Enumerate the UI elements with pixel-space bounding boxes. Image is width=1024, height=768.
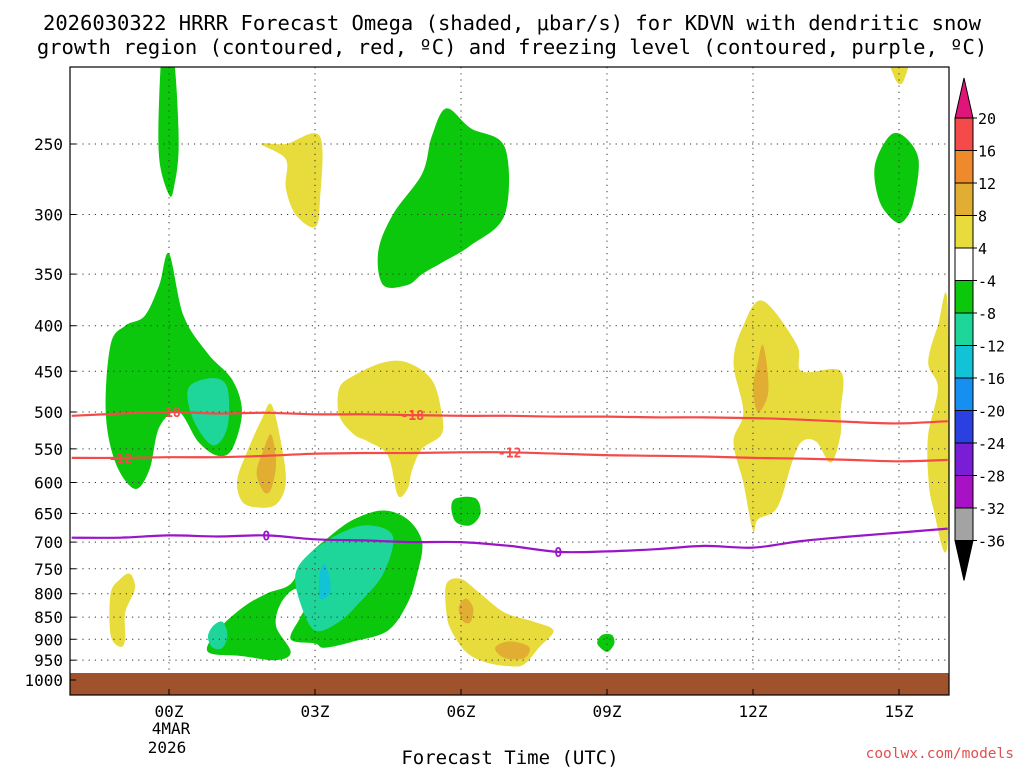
time-axis: 00Z 03Z 06Z 09Z 12Z 15Z	[155, 689, 914, 721]
y-tick-450: 450	[34, 362, 63, 381]
y-tick-250: 250	[34, 135, 63, 154]
colorbar-bin-7	[954, 312, 974, 346]
colorbar-label-10: -20	[978, 403, 1005, 421]
colorbar-bin-1	[954, 117, 974, 151]
y-tick-950: 950	[34, 651, 63, 670]
omega-region-15	[337, 360, 444, 498]
omega-region-7	[295, 525, 394, 632]
contour-label-1-2: -18	[401, 409, 425, 424]
colorbar-bin-5	[954, 247, 974, 281]
chart-title-line-1: 2026030322 HRRR Forecast Omega (shaded, …	[43, 11, 982, 35]
omega-region-23	[890, 67, 909, 85]
contour-label-2-2: -12	[498, 446, 521, 461]
ground-layer	[70, 673, 949, 695]
contour-label-3-1: 0	[262, 529, 270, 544]
y-tick-750: 750	[34, 560, 63, 579]
colorbar-bin-3	[954, 182, 974, 216]
x-tick-09Z: 09Z	[593, 702, 622, 721]
ground-fill	[70, 673, 949, 695]
colorbar-label-12: -28	[978, 468, 1005, 486]
y-tick-650: 650	[34, 504, 63, 523]
omega-region-4	[377, 108, 510, 288]
colorbar-label-13: -32	[978, 500, 1005, 518]
y-tick-900: 900	[34, 630, 63, 649]
omega-region-20	[733, 300, 844, 533]
omega-region-17	[445, 578, 554, 667]
colorbar-label-4: 8	[978, 208, 987, 226]
colorbar-bin-4	[954, 215, 974, 249]
colorbar-label-2: 16	[978, 143, 996, 161]
y-tick-350: 350	[34, 265, 63, 284]
omega-region-14	[261, 133, 323, 228]
contour-label-2-1: -12	[109, 452, 132, 467]
colorbar-bin-11	[954, 442, 974, 476]
plot-frame	[69, 66, 950, 696]
colorbar-label-7: -8	[978, 305, 996, 323]
y-tick-550: 550	[34, 440, 63, 459]
colorbar-bin-6	[954, 280, 974, 314]
omega-region-9	[207, 621, 228, 650]
omega-region-21	[753, 344, 769, 413]
omega-region-13	[256, 434, 277, 494]
colorbar-top-arrow	[954, 77, 974, 119]
colorbar-label-8: -12	[978, 338, 1005, 356]
colorbar-bin-9	[954, 377, 974, 411]
omega-region-11	[597, 633, 615, 652]
omega-region-10	[451, 496, 481, 526]
y-tick-600: 600	[34, 473, 63, 492]
colorbar: 20 16 12 8 4 -4 -8 -12 -16 -20 -24 -28 -32 -36	[954, 77, 1005, 581]
omega-shaded-regions	[105, 67, 949, 667]
y-tick-400: 400	[34, 317, 63, 336]
omega-region-8	[318, 563, 331, 600]
x-tick-15Z: 15Z	[885, 702, 914, 721]
x-axis-title: Forecast Time (UTC)	[401, 747, 618, 768]
contour-label-3-2: 0	[554, 546, 562, 561]
chart-title-line-2: growth region (contoured, red, ºC) and f…	[37, 35, 987, 59]
y-tick-850: 850	[34, 608, 63, 627]
contour-line-3	[71, 527, 948, 554]
y-tick-800: 800	[34, 585, 63, 604]
colorbar-bin-13	[954, 507, 974, 541]
colorbar-label-14: -36	[978, 533, 1005, 551]
x-tick-00Z: 00Z	[155, 702, 184, 721]
colorbar-bin-2	[954, 150, 974, 184]
grid-lines	[70, 67, 949, 695]
omega-region-19	[495, 641, 530, 660]
temperature-contours: -18 -18 -12 -12 0 0	[71, 406, 948, 561]
colorbar-bin-12	[954, 475, 974, 509]
y-tick-300: 300	[34, 205, 63, 224]
omega-region-3	[158, 67, 179, 197]
colorbar-label-11: -24	[978, 435, 1005, 453]
x-tick-03Z: 03Z	[301, 702, 330, 721]
contour-line-2	[71, 451, 948, 463]
y-tick-500: 500	[34, 403, 63, 422]
y-tick-700: 700	[34, 533, 63, 552]
credit-text: coolwx.com/models	[866, 746, 1014, 762]
colorbar-label-3: 12	[978, 175, 996, 193]
omega-region-2	[187, 378, 230, 446]
x-tick-06Z: 06Z	[447, 702, 476, 721]
colorbar-bin-10	[954, 410, 974, 444]
colorbar-label-1: 20	[978, 110, 996, 128]
date-label-month: 4MAR	[152, 719, 191, 738]
colorbar-bin-8	[954, 345, 974, 379]
omega-region-16	[109, 573, 136, 648]
contour-line-1	[71, 410, 948, 425]
contour-label-1-1: -18	[157, 406, 181, 421]
omega-region-18	[458, 598, 474, 624]
colorbar-label-5: 4	[978, 240, 987, 258]
date-label-year: 2026	[148, 738, 187, 757]
y-tick-1000: 1000	[24, 671, 63, 690]
pressure-axis: 250 300 350 400 450 500 550 600 650 700 750 800 850 9…	[24, 135, 76, 690]
omega-region-5	[874, 132, 919, 224]
colorbar-bottom-arrow	[954, 540, 974, 581]
x-tick-12Z: 12Z	[739, 702, 768, 721]
colorbar-label-6: -4	[978, 273, 996, 291]
colorbar-label-9: -16	[978, 370, 1005, 388]
